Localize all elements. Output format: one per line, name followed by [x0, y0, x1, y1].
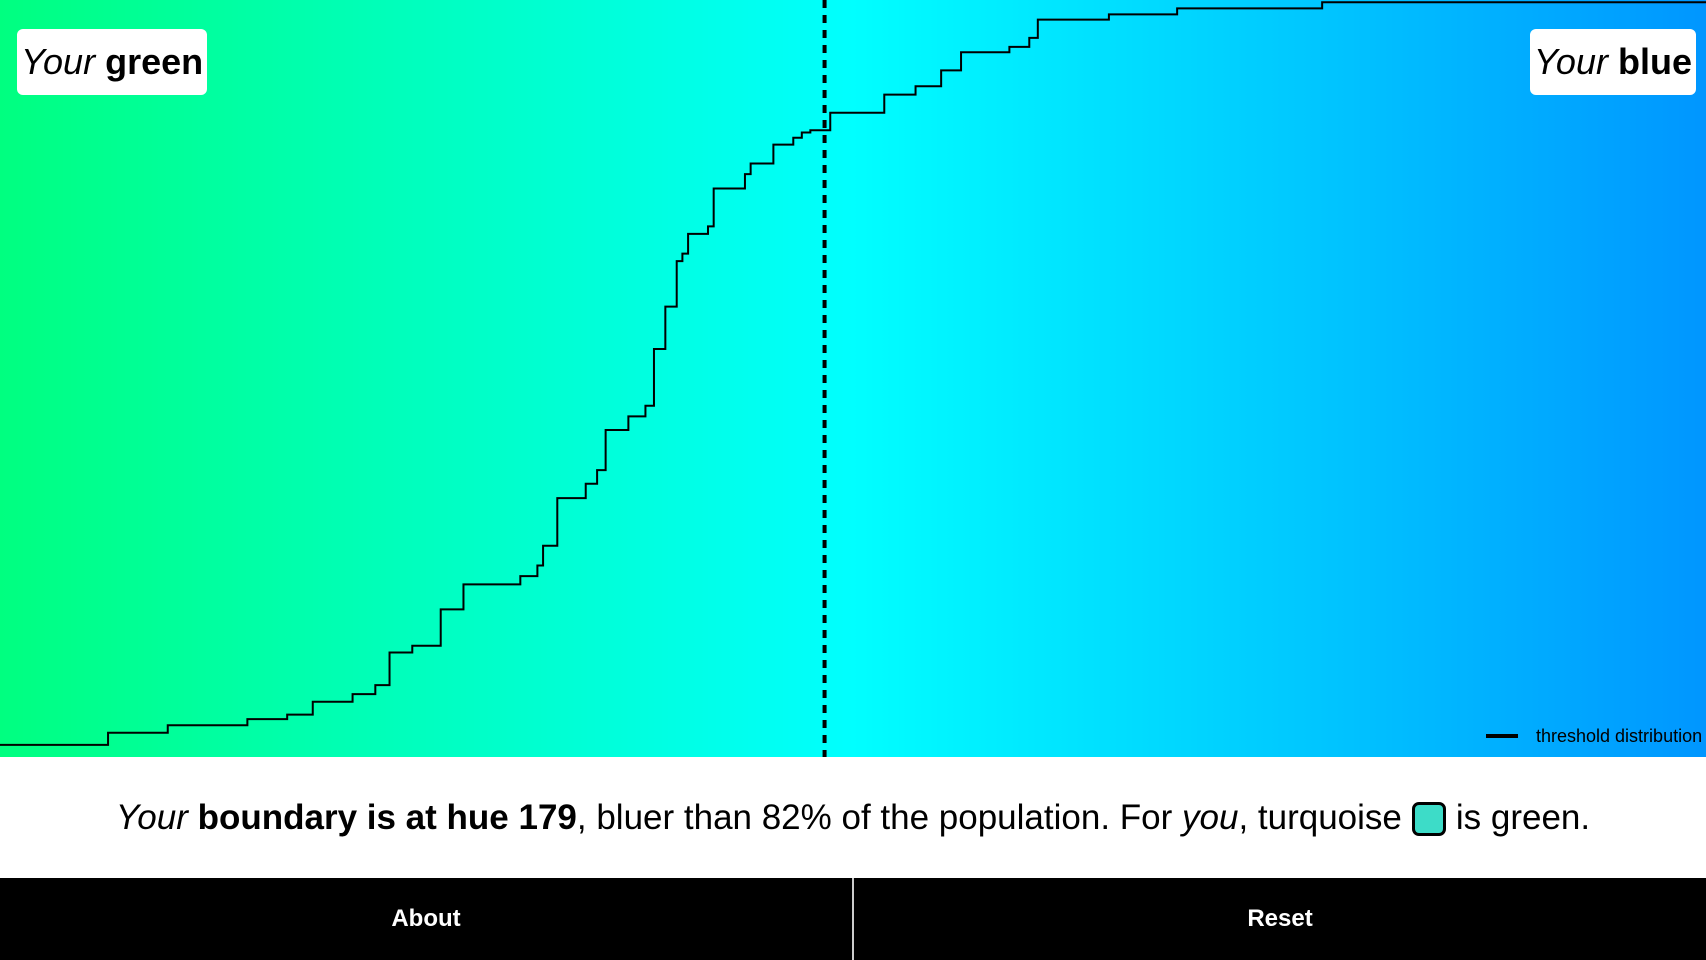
result-sentence: Your boundary is at hue 179, bluer than …: [0, 757, 1706, 878]
legend-line-icon: [1486, 734, 1518, 738]
about-button[interactable]: About: [0, 878, 854, 960]
result-text-1: , bluer than 82% of the population. For: [576, 797, 1182, 837]
legend-label: threshold distribution: [1536, 725, 1703, 746]
turquoise-color-swatch: [1411, 802, 1446, 837]
blue-text: blue: [1617, 41, 1692, 82]
your-blue-label: Your blue: [1529, 29, 1696, 95]
result-you: you: [1182, 797, 1239, 837]
result-your: Your: [115, 797, 188, 837]
result-text-2: , turquoise: [1238, 797, 1402, 837]
your-text: Your: [21, 41, 96, 82]
result-boundary: boundary is at hue 179: [197, 797, 577, 837]
reset-button[interactable]: Reset: [1247, 905, 1313, 932]
hue-threshold-chart[interactable]: [0, 0, 1706, 757]
your-green-label: Your green: [17, 29, 208, 95]
hue-gradient-background: [0, 0, 1706, 757]
footer-bar: About Reset: [0, 878, 1706, 960]
result-text-3: is green.: [1455, 797, 1591, 837]
chart-legend: threshold distribution: [1486, 722, 1706, 750]
green-text: green: [105, 41, 204, 82]
your-text: Your: [1533, 41, 1608, 82]
threshold-distribution-line: [0, 1, 1706, 746]
